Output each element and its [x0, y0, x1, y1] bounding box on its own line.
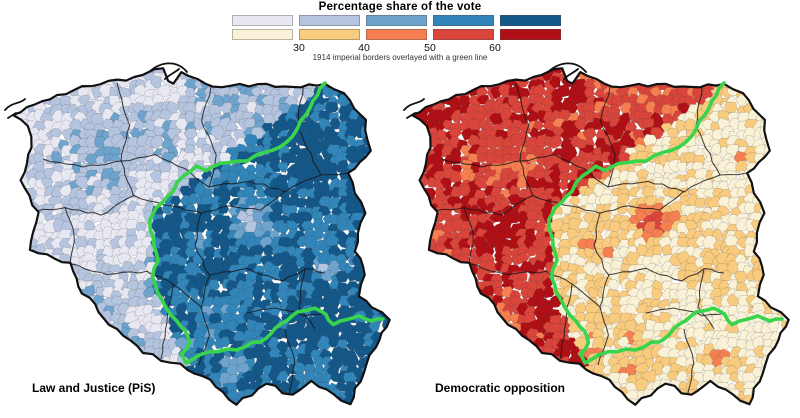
legend-swatch-opposition-5 — [500, 29, 561, 40]
legend-row-opposition — [232, 29, 561, 40]
legend-swatch-pis-4 — [433, 15, 494, 26]
legend-tick-30: 30 — [293, 42, 305, 54]
legend-tick-40: 40 — [358, 42, 370, 54]
legend-swatches: 30 40 50 60 — [232, 15, 561, 55]
legend-title: Percentage share of the vote — [318, 1, 482, 13]
legend-tick-labels: 30 40 50 60 — [232, 42, 561, 55]
legend-swatch-pis-5 — [500, 15, 561, 26]
legend-tick-50: 50 — [424, 42, 436, 54]
legend-swatch-pis-2 — [299, 15, 360, 26]
pis-map-label: Law and Justice (PiS) — [32, 381, 156, 395]
legend-swatch-opposition-4 — [433, 29, 494, 40]
legend-swatch-pis-1 — [232, 15, 293, 26]
legend-note: 1914 imperial borders overlayed with a g… — [312, 53, 488, 62]
legend-row-pis — [232, 15, 561, 26]
opposition-map-label: Democratic opposition — [435, 381, 566, 395]
legend-tick-60: 60 — [489, 42, 501, 54]
legend-swatch-opposition-2 — [299, 29, 360, 40]
legend-swatch-opposition-3 — [366, 29, 427, 40]
legend-swatch-pis-3 — [366, 15, 427, 26]
opposition-choropleth-map — [403, 62, 790, 406]
pis-choropleth-map — [4, 62, 391, 406]
legend-swatch-opposition-1 — [232, 29, 293, 40]
